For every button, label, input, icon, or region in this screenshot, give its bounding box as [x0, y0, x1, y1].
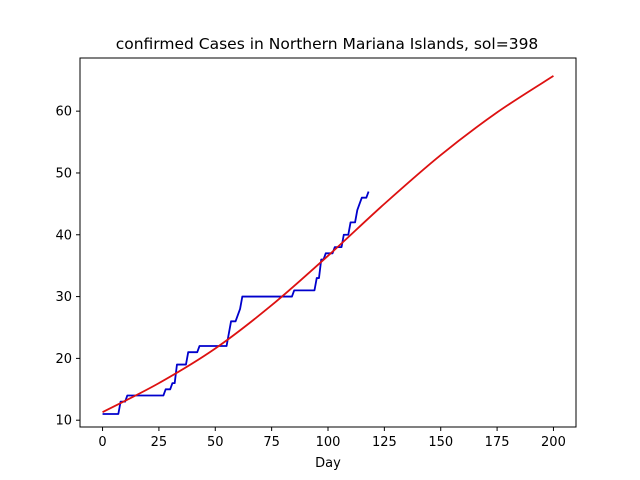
x-tick-label: 75: [263, 435, 280, 450]
x-axis-label: Day: [315, 456, 341, 471]
y-tick-label: 10: [55, 414, 72, 429]
y-tick-label: 30: [55, 290, 72, 305]
x-tick-label: 50: [207, 435, 224, 450]
chart-title: confirmed Cases in Northern Mariana Isla…: [116, 35, 539, 53]
y-axis: 10 20 30 40 50 60: [55, 105, 80, 429]
plot-area: [102, 75, 554, 415]
x-tick-label: 0: [98, 435, 106, 450]
confirmed-cases-line: [102, 191, 370, 415]
y-tick-label: 40: [55, 228, 72, 243]
y-tick-label: 60: [55, 105, 72, 120]
y-tick-label: 20: [55, 352, 72, 367]
x-tick-label: 150: [428, 435, 453, 450]
x-tick-label: 200: [541, 435, 566, 450]
x-tick-label: 125: [372, 435, 397, 450]
x-axis: 0 25 50 75 100 125 150 175 200: [98, 427, 566, 450]
x-tick-label: 175: [485, 435, 510, 450]
plot-frame: [79, 57, 577, 428]
x-tick-label: 25: [151, 435, 168, 450]
y-tick-label: 50: [55, 166, 72, 181]
x-tick-label: 100: [316, 435, 341, 450]
fitted-curve-line: [102, 75, 554, 413]
